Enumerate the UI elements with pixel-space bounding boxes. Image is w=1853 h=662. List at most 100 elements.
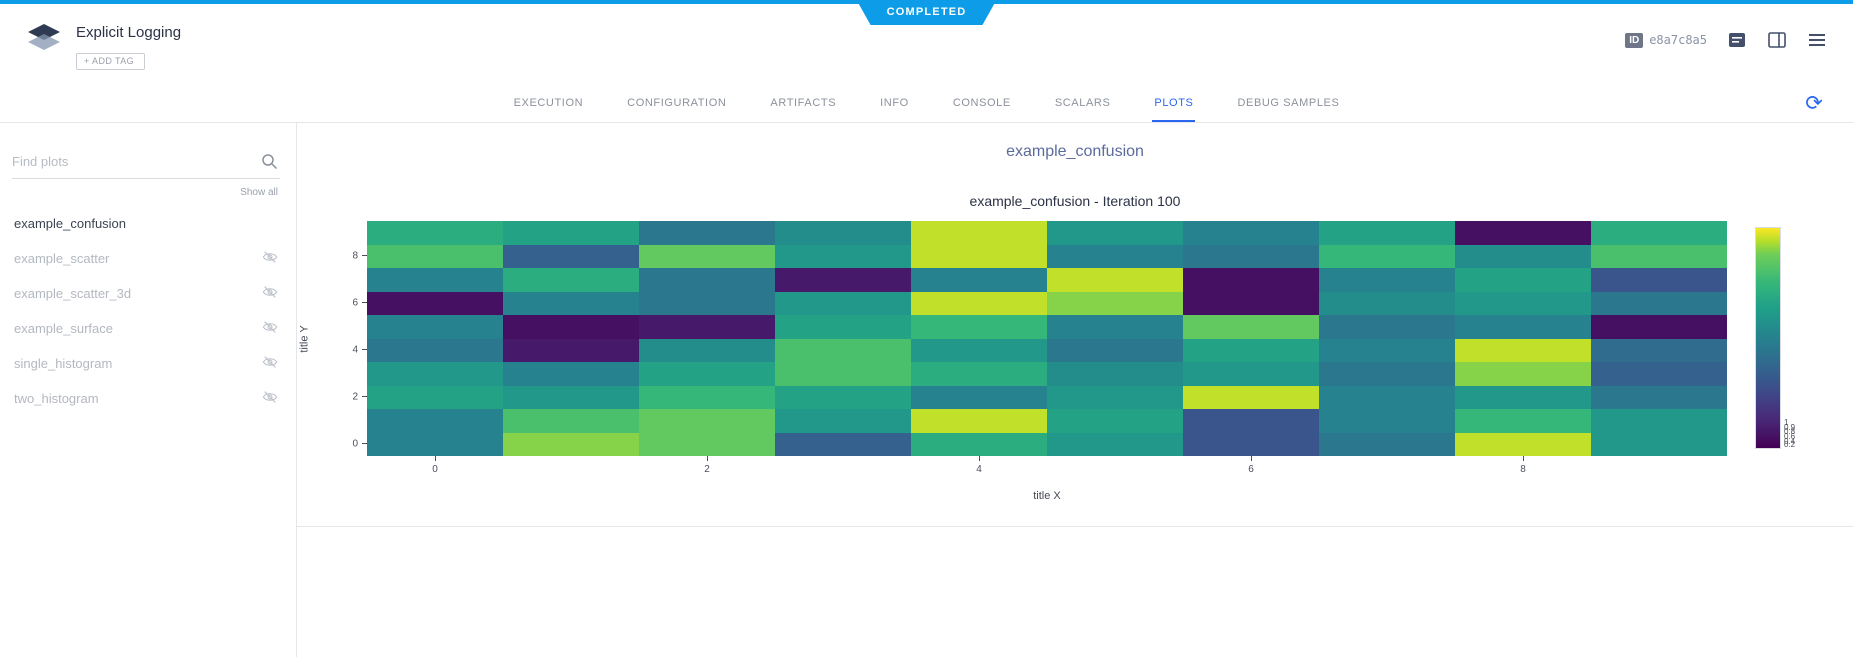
- content: Show all example_confusion example_scatt…: [0, 123, 1853, 657]
- heatmap-cell: [367, 291, 503, 315]
- colorbar-tick-label: 0.2: [1784, 440, 1796, 449]
- auto-refresh-icon[interactable]: ⟳: [1805, 91, 1823, 115]
- y-tick-mark: [362, 396, 367, 398]
- heatmap-cell: [1455, 221, 1591, 245]
- tab-bar: EXECUTION CONFIGURATION ARTIFACTS INFO C…: [0, 86, 1853, 123]
- heatmap-cell: [503, 291, 639, 315]
- colorbar: 0.2 0.4 0.6 0.8 0.9 1: [1755, 221, 1841, 449]
- heatmap-cell: [1591, 268, 1727, 292]
- eye-off-icon[interactable]: [262, 356, 278, 371]
- search-icon: [261, 153, 278, 175]
- heatmap-cell: [1319, 221, 1455, 245]
- heatmap-cell: [367, 385, 503, 409]
- y-tick-mark: [362, 349, 367, 351]
- heatmap-cell: [911, 244, 1047, 268]
- heatmap-cell: [1591, 291, 1727, 315]
- heatmap-cell: [1047, 409, 1183, 433]
- sidebar-item-single-histogram[interactable]: single_histogram: [12, 346, 280, 381]
- tab-plots[interactable]: PLOTS: [1152, 86, 1196, 122]
- heatmap-cell: [1183, 221, 1319, 245]
- eye-off-icon[interactable]: [262, 251, 278, 266]
- sidebar-item-example-scatter-3d[interactable]: example_scatter_3d: [12, 276, 280, 311]
- heatmap-cell: [1319, 291, 1455, 315]
- y-tick-label: 4: [352, 344, 358, 356]
- tab-execution[interactable]: EXECUTION: [513, 97, 584, 109]
- x-tick-mark: [1251, 456, 1252, 461]
- chart-title: example_confusion - Iteration 100: [969, 193, 1181, 209]
- tab-scalars[interactable]: SCALARS: [1054, 97, 1111, 109]
- plot-group-title: example_confusion: [1006, 143, 1144, 160]
- add-tag-button[interactable]: + ADD TAG: [76, 53, 146, 70]
- y-axis-ticks: 0 2 4 6 8: [333, 221, 367, 456]
- show-all-link[interactable]: Show all: [240, 187, 278, 198]
- header: Explicit Logging + ADD TAG ID e8a7c8a5: [0, 0, 1853, 86]
- details-card-icon[interactable]: [1727, 30, 1747, 50]
- eye-off-icon[interactable]: [262, 286, 278, 301]
- heatmap-cell: [503, 432, 639, 456]
- heatmap-cell: [1047, 244, 1183, 268]
- tab-debug-samples[interactable]: DEBUG SAMPLES: [1237, 97, 1340, 109]
- colorbar-tick-label: 1: [1784, 418, 1789, 427]
- menu-icon[interactable]: [1807, 30, 1827, 50]
- heatmap-cell: [367, 362, 503, 386]
- x-tick-mark: [1523, 456, 1524, 461]
- plot-item-label: two_histogram: [14, 391, 99, 406]
- heatmap-cell: [639, 315, 775, 339]
- heatmap-cell: [911, 409, 1047, 433]
- heatmap-cell: [1319, 268, 1455, 292]
- heatmap-cell: [1591, 338, 1727, 362]
- heatmap-cell: [1183, 432, 1319, 456]
- heatmap-cell: [911, 362, 1047, 386]
- heatmap-cell: [1319, 362, 1455, 386]
- heatmap-cell: [367, 221, 503, 245]
- colorbar-tick-label: 0.9: [1784, 423, 1796, 432]
- y-tick-mark: [362, 443, 367, 445]
- plot-search: [12, 153, 280, 179]
- x-tick-label: 6: [1248, 464, 1254, 475]
- tab-console[interactable]: CONSOLE: [952, 97, 1011, 109]
- tab-configuration[interactable]: CONFIGURATION: [627, 97, 727, 109]
- eye-off-icon[interactable]: [262, 321, 278, 336]
- heatmap-cell: [1047, 315, 1183, 339]
- heatmap-cell: [1455, 385, 1591, 409]
- sidebar-item-example-surface[interactable]: example_surface: [12, 311, 280, 346]
- eye-off-icon[interactable]: [262, 391, 278, 406]
- heatmap-cell: [911, 315, 1047, 339]
- heatmap-cell: [1319, 244, 1455, 268]
- heatmap-cell: [1591, 432, 1727, 456]
- sidebar-item-example-confusion[interactable]: example_confusion: [12, 206, 280, 241]
- app-logo: [26, 22, 62, 61]
- x-tick-label: 0: [432, 464, 438, 475]
- heatmap-cell: [1183, 315, 1319, 339]
- heatmap-cell: [639, 432, 775, 456]
- id-value: e8a7c8a5: [1649, 33, 1707, 47]
- layout-panel-icon[interactable]: [1767, 30, 1787, 50]
- plot-item-label: example_scatter: [14, 251, 110, 266]
- heatmap-cell: [1591, 409, 1727, 433]
- x-tick-label: 2: [704, 464, 710, 475]
- heatmap-cell: [911, 338, 1047, 362]
- heatmap-cell: [1455, 338, 1591, 362]
- heatmap-cell: [503, 385, 639, 409]
- x-tick-mark: [435, 456, 436, 461]
- plot-area[interactable]: title Y 0 2 4 6 8 0 2 4 6 8 title X 0.2 0.4 0.6 0.8…: [297, 221, 1853, 502]
- x-tick-mark: [707, 456, 708, 461]
- tab-info[interactable]: INFO: [880, 97, 909, 109]
- heatmap-grid[interactable]: [367, 221, 1727, 456]
- heatmap-cell: [1047, 221, 1183, 245]
- y-tick-label: 2: [352, 391, 358, 403]
- heatmap-cell: [1047, 268, 1183, 292]
- heatmap-cell: [367, 409, 503, 433]
- heatmap-cell: [1047, 432, 1183, 456]
- heatmap-cell: [1183, 291, 1319, 315]
- sidebar-item-two-histogram[interactable]: two_histogram: [12, 381, 280, 416]
- heatmap-cell: [775, 221, 911, 245]
- search-input[interactable]: [12, 154, 254, 169]
- tab-artifacts[interactable]: ARTIFACTS: [770, 97, 837, 109]
- plot-item-label: example_confusion: [14, 216, 127, 231]
- heatmap-cell: [639, 244, 775, 268]
- heatmap-cell: [1319, 315, 1455, 339]
- sidebar-item-example-scatter[interactable]: example_scatter: [12, 241, 280, 276]
- heatmap-cell: [639, 338, 775, 362]
- heatmap-cell: [1319, 432, 1455, 456]
